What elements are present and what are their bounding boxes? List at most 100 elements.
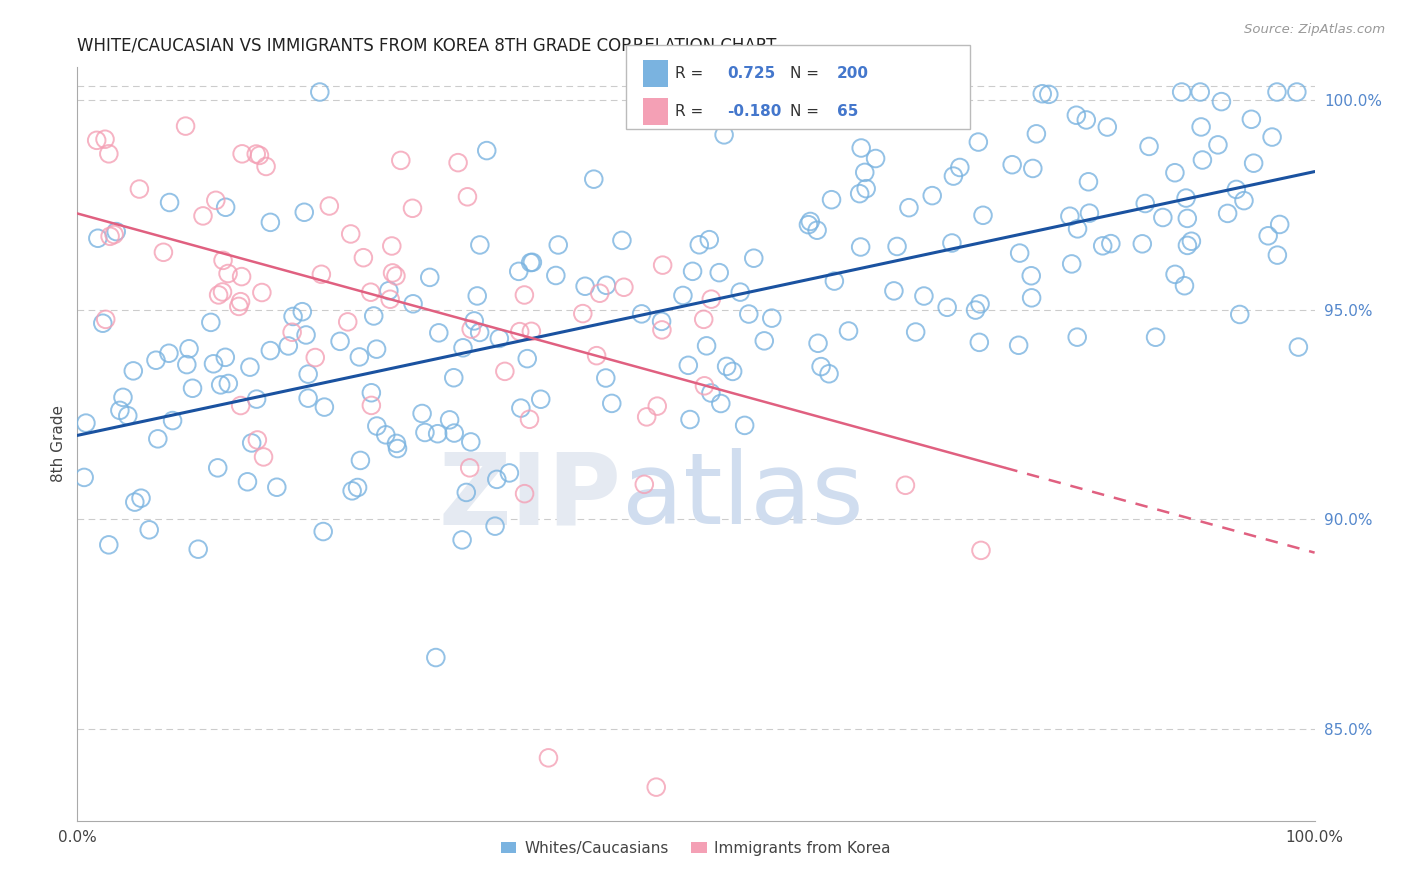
- Point: [636, 409, 658, 424]
- Point: [98, 229, 121, 244]
- Point: [1025, 127, 1047, 141]
- Point: [1173, 278, 1195, 293]
- Point: [1066, 108, 1088, 122]
- Point: [509, 325, 531, 339]
- Point: [86, 133, 108, 147]
- Point: [838, 324, 860, 338]
- Point: [595, 371, 617, 385]
- Point: [969, 297, 991, 311]
- Point: [249, 148, 271, 162]
- Text: WHITE/CAUCASIAN VS IMMIGRANTS FROM KOREA 8TH GRADE CORRELATION CHART: WHITE/CAUCASIAN VS IMMIGRANTS FROM KOREA…: [77, 37, 776, 54]
- Point: [277, 339, 299, 353]
- Point: [897, 201, 920, 215]
- Point: [97, 538, 120, 552]
- Point: [124, 495, 146, 509]
- Point: [1066, 330, 1088, 344]
- Point: [965, 303, 987, 318]
- Point: [413, 425, 436, 440]
- Point: [105, 225, 128, 239]
- Point: [1097, 120, 1119, 134]
- Point: [292, 205, 315, 219]
- Point: [366, 342, 388, 356]
- Point: [1066, 222, 1088, 236]
- Text: R =: R =: [675, 103, 709, 119]
- Point: [574, 279, 596, 293]
- Point: [314, 400, 336, 414]
- Point: [585, 349, 607, 363]
- Point: [122, 364, 145, 378]
- Point: [187, 542, 209, 557]
- Point: [1285, 85, 1308, 99]
- Point: [912, 289, 935, 303]
- Point: [460, 322, 482, 336]
- Point: [1038, 87, 1060, 102]
- Point: [967, 135, 990, 149]
- Point: [443, 425, 465, 440]
- Point: [236, 475, 259, 489]
- Point: [117, 409, 139, 423]
- Point: [582, 172, 605, 186]
- Point: [672, 288, 695, 302]
- Point: [651, 323, 673, 337]
- Point: [728, 285, 751, 299]
- Point: [451, 533, 474, 547]
- Point: [1243, 156, 1265, 170]
- Text: -0.180: -0.180: [727, 103, 782, 119]
- Point: [1216, 206, 1239, 220]
- Point: [381, 266, 404, 280]
- Point: [231, 269, 253, 284]
- Point: [1191, 153, 1213, 167]
- Text: N =: N =: [790, 66, 824, 80]
- Point: [1164, 166, 1187, 180]
- Point: [349, 453, 371, 467]
- Point: [851, 141, 873, 155]
- Point: [823, 274, 845, 288]
- Point: [849, 240, 872, 254]
- Point: [128, 182, 150, 196]
- Point: [426, 426, 449, 441]
- Point: [329, 334, 352, 349]
- Point: [799, 214, 821, 228]
- Point: [456, 190, 478, 204]
- Point: [942, 169, 965, 183]
- Point: [1099, 236, 1122, 251]
- Point: [522, 255, 544, 269]
- Point: [378, 284, 401, 298]
- Point: [254, 160, 277, 174]
- Point: [1240, 112, 1263, 127]
- Point: [734, 418, 756, 433]
- Point: [281, 325, 304, 339]
- Point: [229, 294, 252, 309]
- Text: 200: 200: [837, 66, 869, 80]
- Point: [174, 119, 197, 133]
- Point: [281, 310, 304, 324]
- Point: [308, 85, 330, 99]
- Point: [1286, 340, 1309, 354]
- Point: [94, 132, 117, 146]
- Point: [716, 359, 738, 374]
- Point: [456, 485, 478, 500]
- Point: [138, 523, 160, 537]
- Point: [630, 307, 652, 321]
- Legend: Whites/Caucasians, Immigrants from Korea: Whites/Caucasians, Immigrants from Korea: [495, 835, 897, 862]
- Point: [709, 266, 731, 280]
- Point: [463, 314, 485, 328]
- Point: [721, 364, 744, 378]
- Text: atlas: atlas: [621, 448, 863, 545]
- Point: [530, 392, 553, 407]
- Point: [129, 491, 152, 506]
- Point: [1175, 191, 1198, 205]
- Point: [374, 427, 396, 442]
- Point: [425, 650, 447, 665]
- Point: [297, 367, 319, 381]
- Point: [508, 264, 530, 278]
- Point: [401, 202, 423, 216]
- Point: [385, 268, 408, 283]
- Point: [443, 370, 465, 384]
- Point: [402, 297, 425, 311]
- Point: [250, 285, 273, 300]
- Point: [209, 377, 232, 392]
- Point: [936, 301, 959, 315]
- Text: R =: R =: [675, 66, 709, 80]
- Point: [207, 460, 229, 475]
